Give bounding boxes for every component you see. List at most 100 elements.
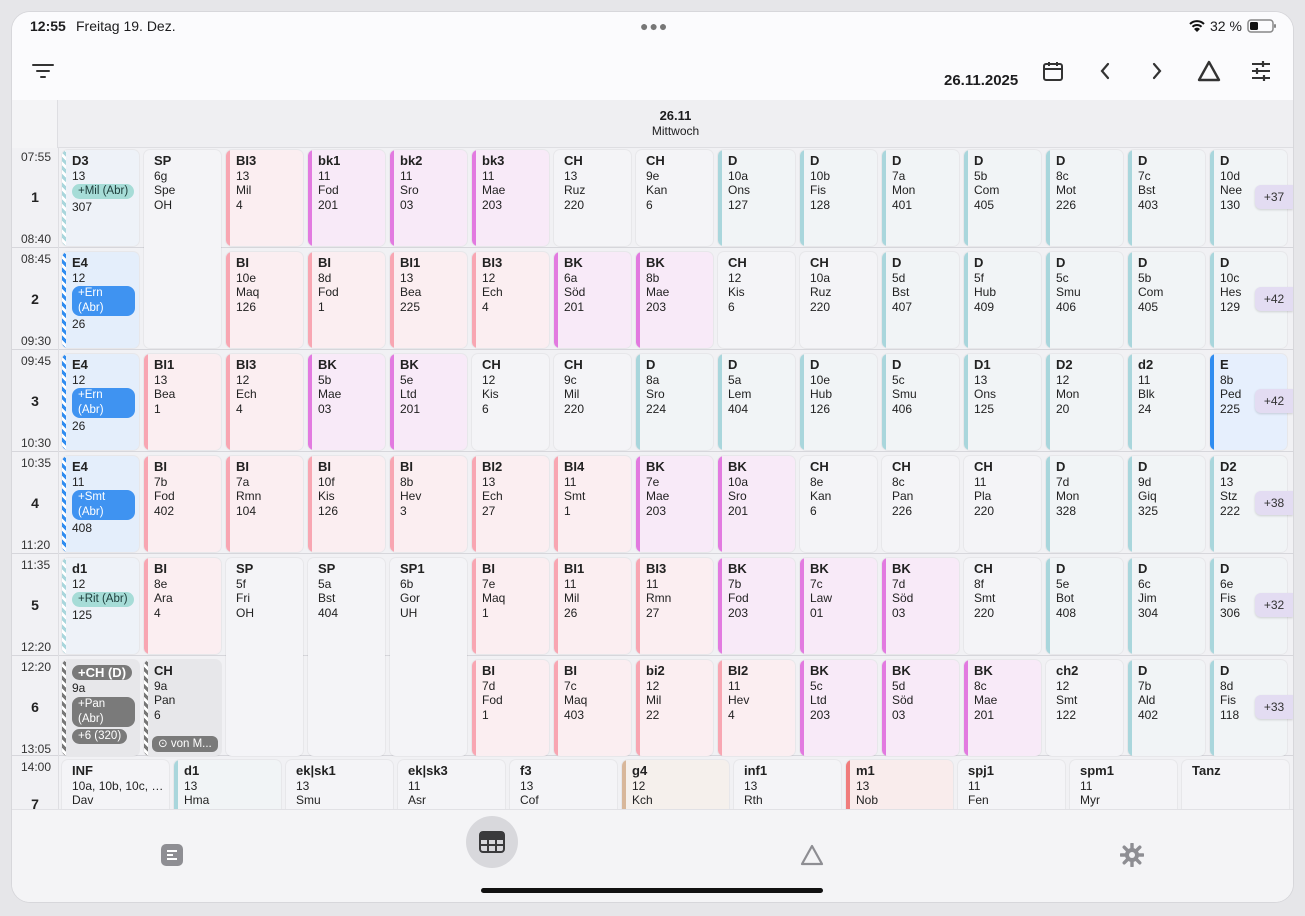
lesson-card[interactable]: bk2 11 Sro 03 [390, 150, 467, 246]
lesson-card[interactable]: BI1 13 Bea 1 [144, 354, 221, 450]
more-lessons-badge[interactable]: +42 [1255, 287, 1293, 311]
more-lessons-badge[interactable]: +32 [1255, 593, 1293, 617]
lesson-card[interactable]: E4 12 +Ern (Abr) 26 [62, 252, 139, 348]
lesson-card[interactable]: BI3 11 Rmn 27 [636, 558, 713, 654]
lesson-card[interactable]: BK 6a Söd 201 [554, 252, 631, 348]
chevron-right-icon[interactable] [1142, 56, 1172, 86]
lesson-card[interactable]: BK 7e Mae 203 [636, 456, 713, 552]
lesson-card[interactable]: D 5e Bot 408 [1046, 558, 1123, 654]
lesson-card[interactable]: CH 10a Ruz 220 [800, 252, 877, 348]
lesson-card[interactable]: BK 7b Fod 203 [718, 558, 795, 654]
lesson-card[interactable]: BK 8c Mae 201 [964, 660, 1041, 756]
lesson-card[interactable]: +CH (D) 9a +Pan (Abr) +6 (320) [62, 660, 139, 756]
lesson-card[interactable]: D 10b Fis 128 [800, 150, 877, 246]
more-lessons-badge[interactable]: +38 [1255, 491, 1293, 515]
lesson-card[interactable]: BK 5e Ltd 201 [390, 354, 467, 450]
lesson-card[interactable]: CH 8e Kan 6 [800, 456, 877, 552]
lesson-card[interactable]: CH 11 Pla 220 [964, 456, 1041, 552]
lesson-card[interactable]: D 7d Mon 328 [1046, 456, 1123, 552]
lesson-card[interactable]: bi2 12 Mil 22 [636, 660, 713, 756]
lesson-card[interactable]: SP 5f Fri OH [226, 558, 303, 756]
more-lessons-badge[interactable]: +37 [1255, 185, 1293, 209]
lesson-card[interactable]: BI2 13 Ech 27 [472, 456, 549, 552]
lesson-card[interactable]: BK 10a Sro 201 [718, 456, 795, 552]
lesson-card[interactable]: E4 11 +Smt (Abr) 408 [62, 456, 139, 552]
lesson-card[interactable]: D3 13 +Mil (Abr) 307 [62, 150, 139, 246]
lesson-card[interactable]: CH 9a Pan 6 ⊙ von M... [144, 660, 221, 756]
lesson-card[interactable]: CH 13 Ruz 220 [554, 150, 631, 246]
lesson-card[interactable]: D 7c Bst 403 [1128, 150, 1205, 246]
lesson-card[interactable]: D 5b Com 405 [964, 150, 1041, 246]
triangle-icon[interactable] [1194, 56, 1224, 86]
sliders-icon[interactable] [1246, 56, 1276, 86]
lesson-card[interactable]: D 5f Hub 409 [964, 252, 1041, 348]
lesson-card[interactable]: BK 5b Mae 03 [308, 354, 385, 450]
lesson-card[interactable]: D2 12 Mon 20 [1046, 354, 1123, 450]
lesson-card[interactable]: D 7b Ald 402 [1128, 660, 1205, 756]
lesson-card[interactable]: CH 12 Kis 6 [472, 354, 549, 450]
more-lessons-badge[interactable]: +33 [1255, 695, 1293, 719]
toolbar-date[interactable]: 26.11.2025 [944, 72, 1019, 89]
lesson-card[interactable]: D 5b Com 405 [1128, 252, 1205, 348]
lesson-card[interactable]: BK 5c Ltd 203 [800, 660, 877, 756]
lesson-card[interactable]: BI 8b Hev 3 [390, 456, 467, 552]
lesson-card[interactable]: BI 7a Rmn 104 [226, 456, 303, 552]
lesson-card[interactable]: D 8c Mot 226 [1046, 150, 1123, 246]
lesson-card[interactable]: D 5c Smu 406 [882, 354, 959, 450]
lesson-card[interactable]: D 10e Hub 126 [800, 354, 877, 450]
calendar-icon[interactable] [1038, 56, 1068, 86]
lesson-card[interactable]: BK 7c Law 01 [800, 558, 877, 654]
lesson-card[interactable]: CH 8c Pan 226 [882, 456, 959, 552]
tab-settings[interactable] [1106, 829, 1158, 881]
lesson-card[interactable]: D 7a Mon 401 [882, 150, 959, 246]
tab-list[interactable] [146, 829, 198, 881]
tab-triangle[interactable] [786, 829, 838, 881]
lesson-card[interactable]: BI 10e Maq 126 [226, 252, 303, 348]
lesson-card[interactable]: CH 12 Kis 6 [718, 252, 795, 348]
lesson-card[interactable]: BK 8b Mae 203 [636, 252, 713, 348]
lesson-card[interactable]: D 10a Ons 127 [718, 150, 795, 246]
tab-grid[interactable] [466, 816, 518, 868]
filter-icon[interactable] [28, 56, 58, 86]
lesson-card[interactable]: D 8a Sro 224 [636, 354, 713, 450]
lesson-card[interactable]: CH 9c Mil 220 [554, 354, 631, 450]
lesson-card[interactable]: D 6e Fis 306 [1210, 558, 1287, 654]
lesson-card[interactable]: D1 13 Ons 125 [964, 354, 1041, 450]
lesson-card[interactable]: BI1 13 Bea 225 [390, 252, 467, 348]
lesson-card[interactable]: D 5d Bst 407 [882, 252, 959, 348]
lesson-card[interactable]: BK 5d Söd 03 [882, 660, 959, 756]
lesson-card[interactable]: BI 7e Maq 1 [472, 558, 549, 654]
lesson-card[interactable]: BI4 11 Smt 1 [554, 456, 631, 552]
lesson-card[interactable]: ch2 12 Smt 122 [1046, 660, 1123, 756]
multitask-dots-icon[interactable]: ●●● [640, 18, 669, 34]
lesson-card[interactable]: SP1 6b Gor UH [390, 558, 467, 756]
lesson-card[interactable]: BI 8e Ara 4 [144, 558, 221, 654]
lesson-card[interactable]: D 6c Jim 304 [1128, 558, 1205, 654]
lesson-card[interactable]: BI2 11 Hev 4 [718, 660, 795, 756]
lesson-card[interactable]: bk1 11 Fod 201 [308, 150, 385, 246]
lesson-card[interactable]: D 9d Giq 325 [1128, 456, 1205, 552]
lesson-card[interactable]: BI 7c Maq 403 [554, 660, 631, 756]
lesson-card[interactable]: SP 5a Bst 404 [308, 558, 385, 756]
lesson-card[interactable]: BI 7d Fod 1 [472, 660, 549, 756]
lesson-card[interactable]: E4 12 +Ern (Abr) 26 [62, 354, 139, 450]
lesson-card[interactable]: D 5c Smu 406 [1046, 252, 1123, 348]
lesson-card[interactable]: CH 8f Smt 220 [964, 558, 1041, 654]
lesson-card[interactable]: BK 7d Söd 03 [882, 558, 959, 654]
lesson-card[interactable]: BI 8d Fod 1 [308, 252, 385, 348]
more-lessons-badge[interactable]: +42 [1255, 389, 1293, 413]
lesson-card[interactable]: BI3 13 Mil 4 [226, 150, 303, 246]
lesson-card[interactable]: bk3 11 Mae 203 [472, 150, 549, 246]
lesson-subject: CH [564, 153, 583, 168]
lesson-card[interactable]: BI 10f Kis 126 [308, 456, 385, 552]
lesson-card[interactable]: d2 11 Blk 24 [1128, 354, 1205, 450]
lesson-card[interactable]: BI3 12 Ech 4 [226, 354, 303, 450]
lesson-card[interactable]: SP 6g Spe OH [144, 150, 221, 348]
lesson-card[interactable]: D 5a Lem 404 [718, 354, 795, 450]
lesson-card[interactable]: CH 9e Kan 6 [636, 150, 713, 246]
lesson-card[interactable]: d1 12 +Rit (Abr) 125 [62, 558, 139, 654]
lesson-card[interactable]: BI 7b Fod 402 [144, 456, 221, 552]
lesson-card[interactable]: BI3 12 Ech 4 [472, 252, 549, 348]
chevron-left-icon[interactable] [1090, 56, 1120, 86]
lesson-card[interactable]: BI1 11 Mil 26 [554, 558, 631, 654]
